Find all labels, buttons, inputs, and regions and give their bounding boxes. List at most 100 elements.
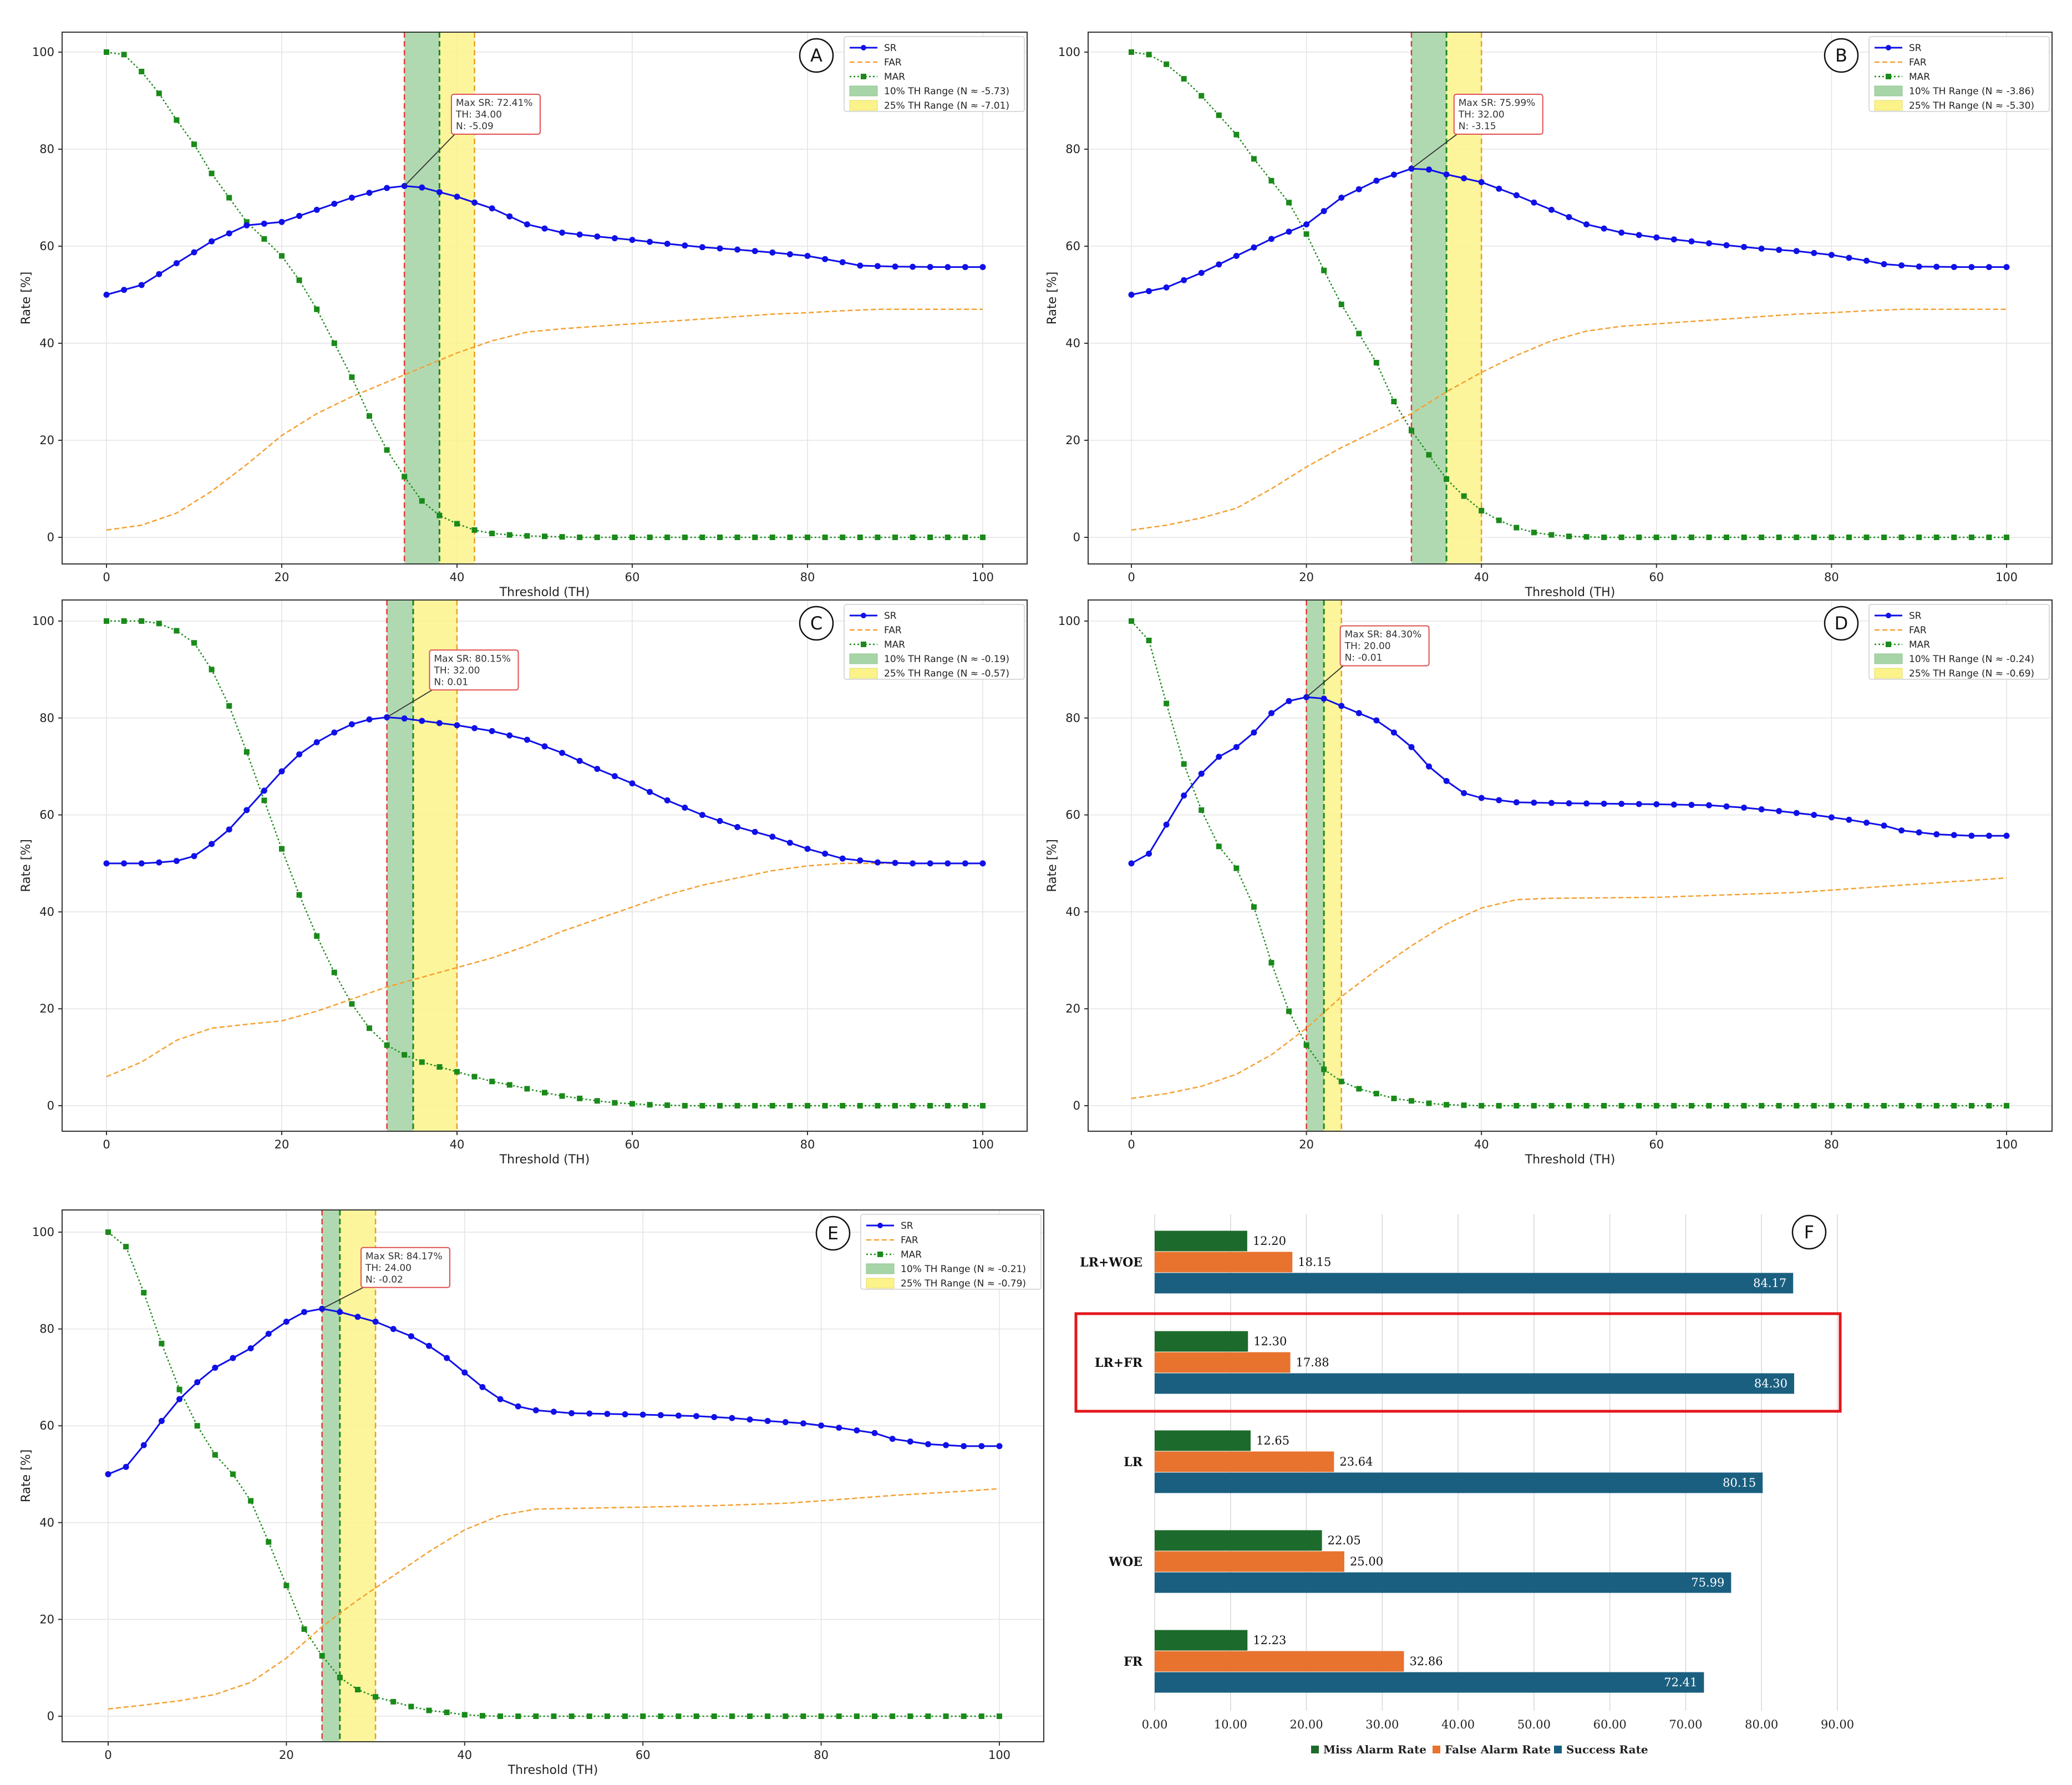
y-tick-label: 60 xyxy=(39,808,54,822)
legend-label-far: FAR xyxy=(884,625,902,636)
sr-point xyxy=(1653,234,1660,241)
sr-point xyxy=(594,766,601,772)
mar-point xyxy=(156,90,162,96)
sr-point xyxy=(390,1326,397,1333)
sr-point xyxy=(1443,171,1450,177)
sr-point xyxy=(337,1309,343,1315)
sr-point xyxy=(910,860,916,867)
x-tick-label: 100 xyxy=(988,1748,1010,1762)
mar-point xyxy=(1198,807,1205,813)
mar-point xyxy=(104,49,109,55)
mar-point xyxy=(875,1103,881,1108)
legend-label-r25: 25% TH Range (N ≈ -0.57) xyxy=(884,668,1009,679)
mar-point xyxy=(978,1713,984,1719)
sr-point xyxy=(140,1442,147,1448)
mar-point xyxy=(533,1713,539,1719)
mar-point xyxy=(524,1086,530,1092)
mar-point xyxy=(209,667,215,673)
mar-point xyxy=(1986,535,1992,540)
mar-point xyxy=(980,535,986,540)
sr-point xyxy=(559,750,566,756)
sr-point xyxy=(1846,255,1852,261)
sr-point xyxy=(1286,228,1292,235)
bar-value-label: 80.15 xyxy=(1723,1476,1756,1489)
sr-series-line xyxy=(106,716,983,864)
mar-point xyxy=(1846,535,1852,540)
mar-point xyxy=(156,621,162,627)
mar-point xyxy=(209,170,215,176)
mar-point xyxy=(384,447,390,453)
sr-point xyxy=(1881,822,1887,829)
range-10-band xyxy=(1306,600,1324,1131)
mar-point xyxy=(314,933,320,939)
sr-point xyxy=(497,1396,504,1402)
sr-point xyxy=(978,1443,985,1450)
mar-point xyxy=(699,1103,705,1108)
sr-point xyxy=(874,263,881,269)
sr-point xyxy=(1636,232,1642,238)
legend-label-far: FAR xyxy=(884,57,902,68)
legend-label-r10: 10% TH Range (N ≈ -0.21) xyxy=(901,1264,1026,1275)
sr-point xyxy=(1968,264,1975,271)
sr-point xyxy=(551,1408,557,1415)
sr-point xyxy=(996,1443,1003,1450)
mar-point xyxy=(980,1103,986,1108)
panel-letter-circle xyxy=(1824,38,1859,73)
sr-point xyxy=(682,242,688,249)
mar-point xyxy=(551,1713,557,1719)
x-tick-label: 80 xyxy=(800,571,815,584)
y-tick-label: 40 xyxy=(39,905,54,918)
sr-point xyxy=(261,220,267,227)
sr-point xyxy=(348,721,355,728)
sr-point xyxy=(265,1330,272,1337)
sr-point xyxy=(515,1403,521,1410)
sr-point xyxy=(1688,238,1695,245)
mar-point xyxy=(1373,1091,1379,1097)
sr-point xyxy=(1321,695,1327,702)
bar-value-label: 75.99 xyxy=(1691,1576,1724,1589)
legend-box xyxy=(860,1214,1042,1290)
range-25-band xyxy=(1324,600,1342,1131)
sr-point xyxy=(559,230,566,236)
annotation-max-sr: Max SR: 80.15% xyxy=(434,653,511,664)
sr-point xyxy=(1653,801,1660,807)
mar-point xyxy=(1146,637,1152,643)
mar-point xyxy=(1444,1102,1450,1108)
mar-point xyxy=(734,535,740,540)
sr-point xyxy=(1390,729,1397,736)
sr-point xyxy=(1181,277,1187,283)
mar-point xyxy=(1198,93,1205,99)
sr-point xyxy=(1355,710,1362,716)
mar-series-line xyxy=(108,1232,999,1717)
sr-point xyxy=(699,244,705,251)
sr-point xyxy=(1461,790,1467,796)
mar-point xyxy=(1986,1103,1992,1108)
mar-point xyxy=(765,1713,771,1719)
mar-point xyxy=(1548,532,1555,538)
sr-point xyxy=(1776,247,1782,253)
legend: SR FAR MAR 10% TH Range (N ≈ -0.19) 25% TH R… xyxy=(844,604,1025,680)
sr-point xyxy=(818,1422,825,1429)
sr-point xyxy=(366,716,373,723)
mar-point xyxy=(944,1103,951,1108)
mar-series-line xyxy=(1131,621,2007,1107)
sr-series-line xyxy=(1131,696,2007,864)
legend-label-sr: SR xyxy=(884,611,897,622)
legend-label-r10: 10% TH Range (N ≈ -5.73) xyxy=(884,86,1009,97)
y-tick-label: 0 xyxy=(47,1099,54,1112)
x-tick-label: 20 xyxy=(275,571,290,584)
sr-point xyxy=(764,1417,771,1424)
mar-point xyxy=(1408,428,1414,434)
mar-point xyxy=(1829,1103,1835,1108)
sr-point xyxy=(1670,236,1677,243)
mar-point xyxy=(1514,1103,1520,1108)
bar-far xyxy=(1155,1651,1404,1672)
sr-point xyxy=(506,732,513,739)
mar-point xyxy=(1724,535,1730,540)
mar-point xyxy=(1636,1103,1642,1108)
annotation-max-sr: Max SR: 75.99% xyxy=(1459,98,1536,109)
sr-point xyxy=(857,857,864,864)
bar-value-label: 72.41 xyxy=(1664,1676,1697,1689)
mar-point xyxy=(454,521,460,527)
sr-point xyxy=(657,1412,664,1418)
